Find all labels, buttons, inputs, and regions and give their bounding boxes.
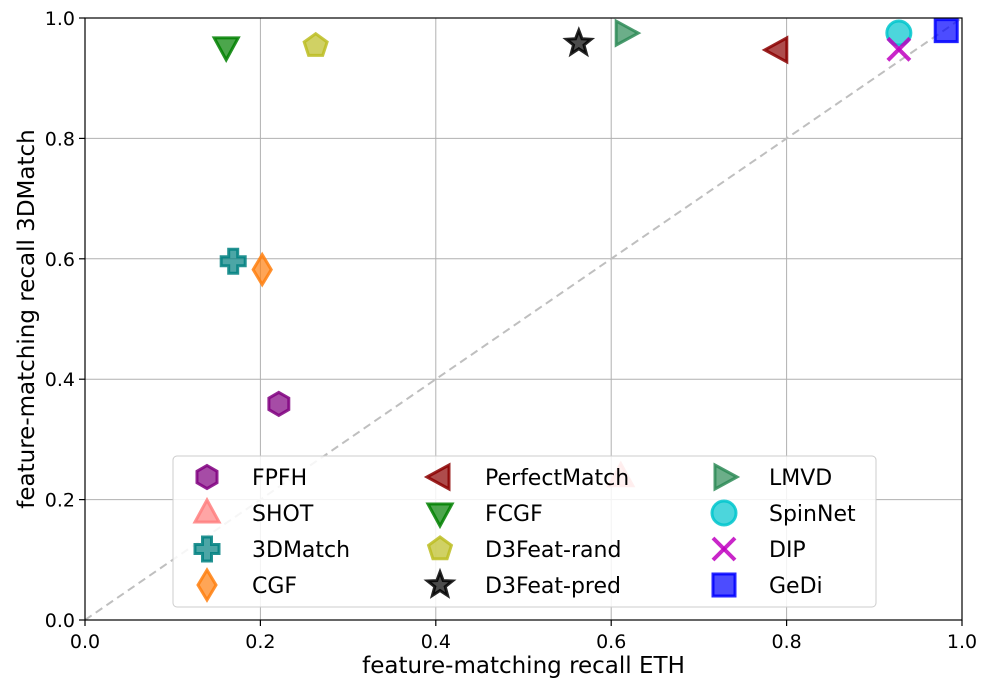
legend-label-dip: DIP [769, 538, 806, 563]
legend-marker-perfectmatch [423, 462, 451, 492]
x-tick-label: 0.6 [596, 631, 626, 653]
legend-marker-gedi [711, 572, 737, 598]
legend-label-perfectmatch: PerfectMatch [485, 466, 629, 491]
legend-label-spinnet: SpinNet [769, 502, 856, 527]
point-3dmatch [219, 247, 247, 275]
legend-label-d3feat-pred: D3Feat-pred [485, 574, 621, 599]
plot-frame [84, 17, 963, 621]
diagonal-reference-line [84, 17, 963, 621]
y-tick-label: 0.4 [45, 369, 75, 391]
y-axis-label: feature-matching recall 3DMatch [14, 129, 40, 508]
legend-marker-dip [711, 536, 737, 562]
legend-label-fcgf: FCGF [485, 502, 543, 527]
x-tick-label: 1.0 [947, 631, 977, 653]
legend-marker-shot [192, 496, 222, 524]
legend-label-shot: SHOT [252, 502, 314, 527]
legend-box [172, 455, 877, 608]
point-gedi [933, 18, 959, 44]
legend-marker-d3feat-rand [426, 535, 454, 561]
x-tick-label: 0.2 [245, 631, 275, 653]
legend-label-cgf: CGF [252, 574, 297, 599]
x-tick-label: 0.0 [70, 631, 100, 653]
point-perfectmatch [761, 35, 789, 65]
legend-marker-fcgf [425, 502, 455, 530]
legend-label-3dmatch: 3DMatch [252, 538, 350, 563]
legend-marker-lmvd [713, 462, 741, 492]
legend-label-d3feat-rand: D3Feat-rand [485, 538, 621, 563]
legend-marker-3dmatch [193, 535, 221, 563]
y-tick-label: 0.8 [45, 128, 75, 150]
legend-marker-fpfh [195, 463, 219, 491]
x-tick-label: 0.8 [771, 631, 801, 653]
legend: FPFH SHOT 3DMatch CGF PerfectMatch FCGF D3Feat… [172, 455, 877, 608]
y-tick-label: 0.2 [45, 490, 75, 512]
point-fcgf [211, 36, 241, 64]
point-fpfh [267, 390, 291, 418]
legend-label-lmvd: LMVD [769, 466, 832, 491]
legend-marker-d3feat-pred [423, 567, 457, 599]
y-tick-label: 0.0 [45, 610, 75, 632]
point-lmvd [614, 18, 642, 48]
legend-marker-cgf [196, 567, 218, 603]
axis-ticks: 0.0 0.2 0.4 0.6 0.8 1.0 0.0 0.2 0.4 0.6 0.8 1.0 [45, 8, 977, 653]
x-tick-label: 0.4 [421, 631, 451, 653]
point-spinnet [885, 19, 913, 47]
y-tick-label: 0.6 [45, 249, 75, 271]
y-tick-label: 1.0 [45, 8, 75, 30]
point-cgf [251, 251, 273, 288]
legend-label-gedi: GeDi [769, 574, 823, 599]
legend-label-fpfh: FPFH [252, 466, 307, 491]
x-axis-label: feature-matching recall ETH [362, 653, 685, 679]
point-dip [886, 36, 912, 62]
point-d3feat-pred [562, 26, 596, 58]
data-points [211, 18, 959, 488]
point-d3feat-rand [302, 31, 329, 57]
legend-marker-spinnet [710, 499, 738, 527]
